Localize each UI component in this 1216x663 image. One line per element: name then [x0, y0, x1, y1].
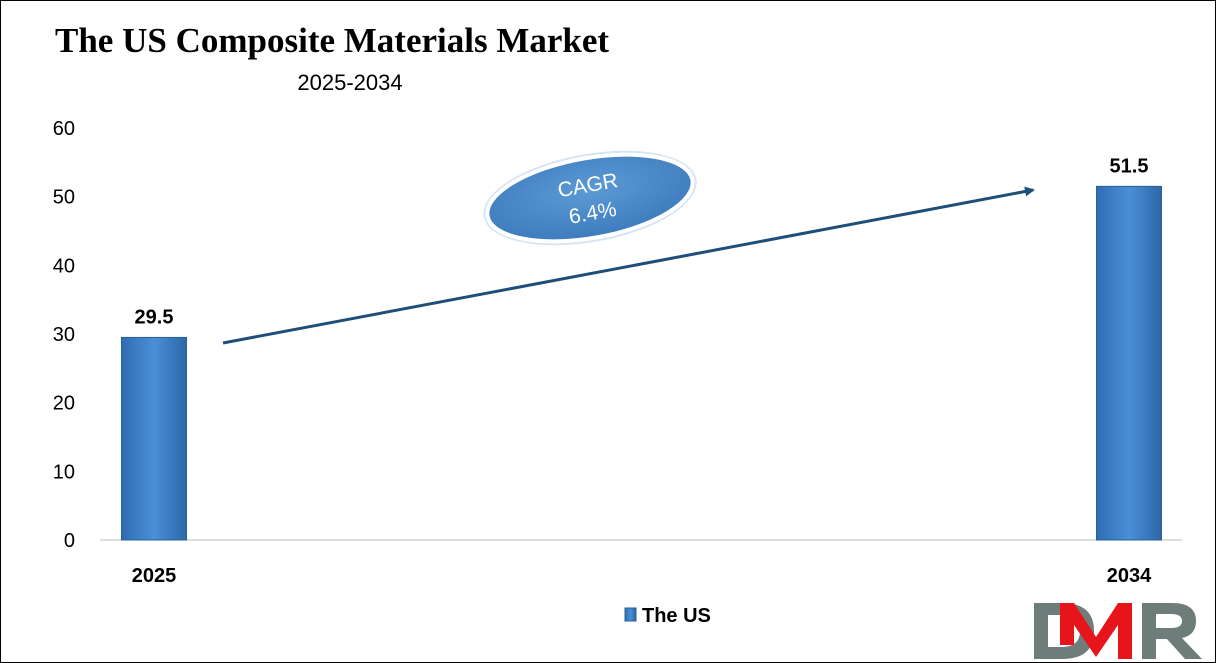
legend-swatch [624, 607, 637, 622]
y-tick-label: 40 [53, 255, 75, 277]
x-tick-label: 2034 [1107, 565, 1152, 587]
y-tick-label: 60 [53, 118, 75, 140]
y-tick-label: 0 [64, 530, 75, 552]
legend-label: The US [642, 605, 711, 627]
y-tick-label: 30 [53, 324, 75, 346]
x-tick-label: 2025 [132, 565, 177, 587]
bar-2025 [121, 336, 187, 541]
cagr-arrow [222, 186, 1035, 345]
bar-2034 [1096, 185, 1162, 541]
y-tick-label: 10 [53, 461, 75, 483]
data-label: 51.5 [1110, 155, 1149, 177]
y-tick-label: 50 [53, 187, 75, 209]
data-label: 29.5 [135, 306, 174, 328]
y-tick-label: 20 [53, 393, 75, 415]
chart-title: The US Composite Materials Market [55, 21, 609, 60]
cagr-ellipse: CAGR 6.4% [483, 150, 697, 246]
dmr-logo [1034, 603, 1202, 659]
chart-subtitle: 2025-2034 [297, 70, 402, 95]
